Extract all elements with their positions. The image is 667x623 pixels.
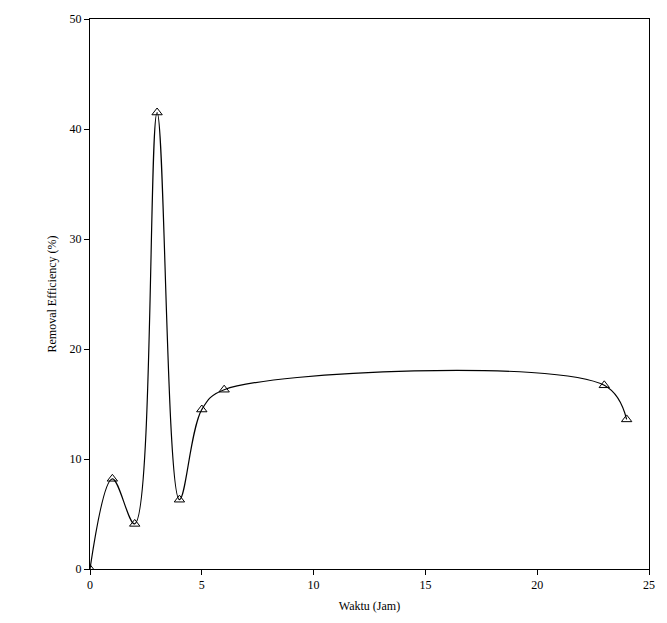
svg-text:25: 25 [643,578,655,592]
svg-text:20: 20 [531,578,543,592]
svg-text:10: 10 [308,578,320,592]
svg-text:40: 40 [70,122,82,136]
svg-text:5: 5 [199,578,205,592]
svg-text:Removal Efficiency (%): Removal Efficiency (%) [45,235,59,352]
svg-text:20: 20 [70,342,82,356]
svg-text:30: 30 [70,232,82,246]
svg-text:10: 10 [70,452,82,466]
svg-text:50: 50 [70,12,82,26]
svg-text:0: 0 [76,562,82,576]
svg-text:0: 0 [87,578,93,592]
svg-text:Waktu (Jam): Waktu (Jam) [339,599,400,613]
svg-text:15: 15 [419,578,431,592]
